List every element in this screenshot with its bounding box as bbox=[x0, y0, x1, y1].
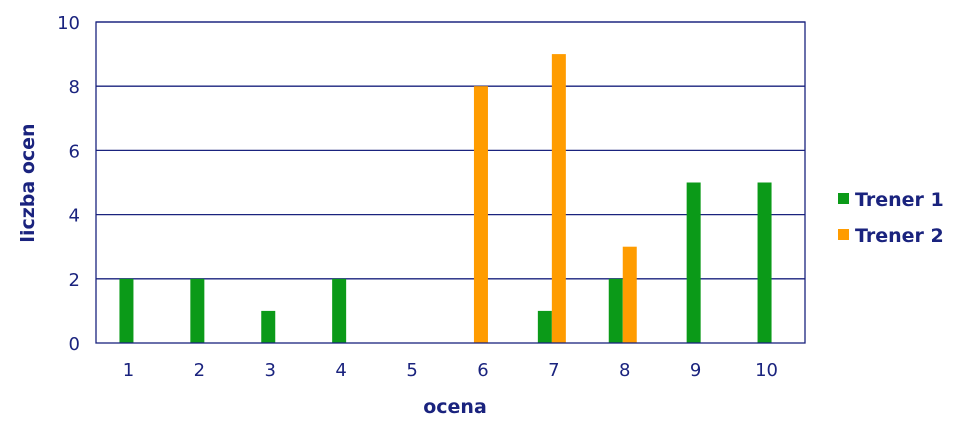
legend-swatch-trener-1 bbox=[838, 193, 849, 204]
x-tick-label: 8 bbox=[619, 360, 630, 381]
x-axis-label: ocena bbox=[423, 396, 487, 418]
x-tick-label: 1 bbox=[123, 360, 134, 381]
y-tick-label: 6 bbox=[69, 141, 80, 162]
bar-trener-1-9 bbox=[686, 182, 701, 343]
legend-label-trener-2: Trener 2 bbox=[855, 225, 944, 247]
legend-item-trener-2: Trener 2 bbox=[838, 225, 944, 247]
y-tick-label: 8 bbox=[69, 77, 80, 98]
x-tick-label: 5 bbox=[406, 360, 417, 381]
plot-area-border bbox=[95, 21, 806, 344]
bar-trener-1-4 bbox=[332, 278, 347, 343]
bar-trener-1-10 bbox=[757, 182, 772, 343]
y-tick-labels: 0 2 4 6 8 10 bbox=[57, 13, 80, 355]
bar-trener-2-8 bbox=[622, 246, 637, 343]
y-tick-label: 0 bbox=[69, 334, 80, 355]
legend-label-trener-1: Trener 1 bbox=[855, 189, 944, 211]
x-tick-label: 4 bbox=[335, 360, 346, 381]
x-tick-label: 9 bbox=[690, 360, 701, 381]
bar-trener-1-8 bbox=[608, 278, 623, 343]
bar-trener-2-6 bbox=[473, 86, 488, 343]
x-tick-label: 6 bbox=[477, 360, 488, 381]
y-axis-label: liczba ocen bbox=[17, 123, 39, 242]
bar-trener-1-1 bbox=[119, 278, 134, 343]
x-tick-label: 7 bbox=[548, 360, 559, 381]
axes bbox=[95, 21, 806, 344]
y-tick-label: 2 bbox=[69, 270, 80, 291]
x-tick-labels: 1 2 3 4 5 6 7 8 9 10 bbox=[123, 360, 778, 381]
legend-item-trener-1: Trener 1 bbox=[838, 189, 944, 211]
x-tick-label: 2 bbox=[194, 360, 205, 381]
bar-trener-1-7 bbox=[537, 310, 552, 343]
bars bbox=[119, 54, 772, 343]
bar-trener-1-2 bbox=[190, 278, 205, 343]
bar-trener-2-7 bbox=[551, 54, 566, 343]
bar-trener-1-3 bbox=[261, 310, 276, 343]
x-tick-label: 10 bbox=[755, 360, 778, 381]
legend-swatch-trener-2 bbox=[838, 229, 849, 240]
y-tick-label: 4 bbox=[69, 206, 80, 227]
y-tick-label: 10 bbox=[57, 13, 80, 34]
legend: Trener 1 Trener 2 bbox=[838, 189, 944, 247]
x-tick-label: 3 bbox=[265, 360, 276, 381]
